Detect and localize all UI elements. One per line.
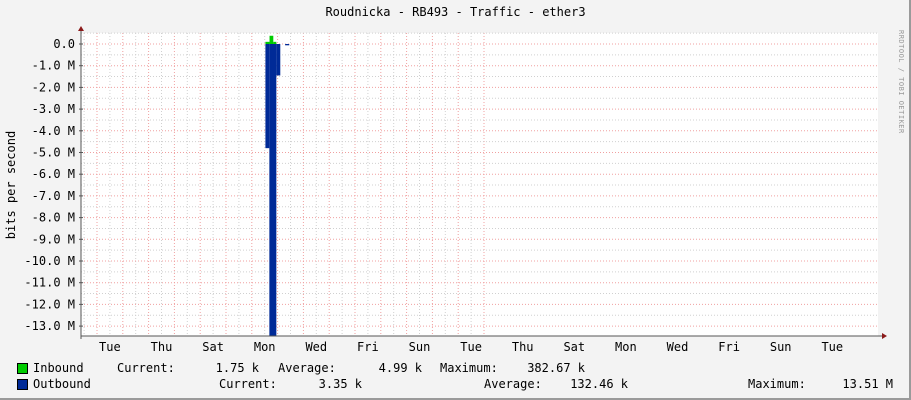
x-tick-label: Sat — [202, 340, 224, 354]
y-axis-label: bits per second — [4, 131, 18, 239]
y-tick-label: -8.0 M — [32, 211, 75, 225]
y-tick-label: -11.0 M — [24, 276, 75, 290]
legend-outbound-current: 3.35 k — [318, 377, 362, 391]
legend-outbound-average: 132.46 k — [570, 377, 628, 391]
legend-outbound-current-label: Current: — [219, 377, 277, 391]
chart-title: Roudnicka - RB493 - Traffic - ether3 — [325, 5, 586, 19]
x-tick-label: Thu — [151, 340, 173, 354]
x-tick-label: Tue — [460, 340, 482, 354]
series-outbound-bar — [285, 44, 290, 46]
y-tick-label: -6.0 M — [32, 167, 75, 181]
x-tick-label: Sun — [770, 340, 792, 354]
x-tick-label: Mon — [254, 340, 276, 354]
y-axis-arrow — [78, 26, 84, 31]
inbound-swatch — [17, 363, 28, 374]
y-tick-label: -2.0 M — [32, 80, 75, 94]
series-outbound-bar — [265, 44, 270, 149]
legend-inbound-current: 1.75 k — [215, 361, 259, 375]
legend-inbound-name: Inbound — [33, 361, 84, 375]
legend-outbound-maximum-label: Maximum: — [748, 377, 806, 391]
x-tick-label: Fri — [718, 340, 740, 354]
series-outbound-bar — [269, 44, 277, 336]
x-tick-label: Sun — [409, 340, 431, 354]
legend-inbound-current-label: Current: — [117, 361, 175, 375]
y-tick-label: -9.0 M — [32, 232, 75, 246]
plot-background — [81, 33, 878, 336]
y-tick-label: -3.0 M — [32, 102, 75, 116]
series-inbound-bar — [265, 41, 270, 44]
y-tick-label: -10.0 M — [24, 254, 75, 268]
x-tick-label: Mon — [615, 340, 637, 354]
legend-outbound-average-label: Average: — [484, 377, 542, 391]
legend-inbound-maximum-label: Maximum: — [440, 361, 498, 375]
watermark: RRDTOOL / TOBI OETIKER — [897, 30, 905, 134]
legend-inbound-average: 4.99 k — [378, 361, 422, 375]
y-tick-label: -12.0 M — [24, 297, 75, 311]
x-tick-label: Wed — [667, 340, 689, 354]
x-tick-label: Thu — [512, 340, 534, 354]
x-tick-label: Tue — [99, 340, 121, 354]
x-axis-arrow — [882, 333, 887, 339]
x-tick-label: Fri — [357, 340, 379, 354]
legend-inbound-maximum: 382.67 k — [527, 361, 585, 375]
y-tick-label: -4.0 M — [32, 124, 75, 138]
y-tick-label: -13.0 M — [24, 319, 75, 333]
y-tick-label: 0.0 — [53, 37, 75, 51]
y-tick-label: -7.0 M — [32, 189, 75, 203]
legend-outbound-name: Outbound — [33, 377, 91, 391]
x-tick-label: Wed — [305, 340, 327, 354]
x-tick-label: Tue — [821, 340, 843, 354]
legend-outbound-maximum: 13.51 M — [842, 377, 893, 391]
series-inbound-bar — [269, 35, 274, 44]
x-tick-label: Sat — [563, 340, 585, 354]
legend-inbound-average-label: Average: — [278, 361, 336, 375]
series-outbound-bar — [276, 44, 281, 76]
y-tick-label: -1.0 M — [32, 59, 75, 73]
outbound-swatch — [17, 379, 28, 390]
y-tick-label: -5.0 M — [32, 146, 75, 160]
series-inbound-bar — [273, 41, 277, 44]
